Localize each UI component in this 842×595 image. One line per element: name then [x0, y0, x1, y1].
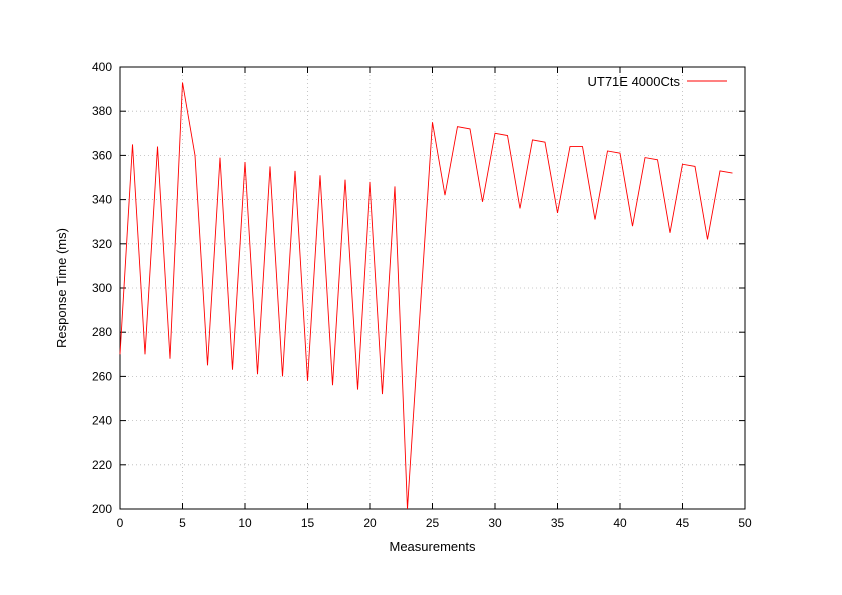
- grid: [120, 67, 745, 509]
- y-tick-label: 380: [92, 104, 112, 118]
- legend-label: UT71E 4000Cts: [588, 74, 681, 89]
- tick-labels: 0 5 10 15 20 25 30 35 40 45 50 200 220 240 260 280 300 32…: [92, 60, 752, 530]
- x-tick-label: 5: [179, 516, 186, 530]
- legend: UT71E 4000Cts: [588, 74, 727, 89]
- x-tick-label: 0: [117, 516, 124, 530]
- y-tick-label: 200: [92, 502, 112, 516]
- y-tick-label: 400: [92, 60, 112, 74]
- x-tick-label: 45: [676, 516, 690, 530]
- x-tick-label: 20: [363, 516, 377, 530]
- x-axis-label: Measurements: [390, 539, 476, 554]
- x-tick-label: 10: [238, 516, 252, 530]
- y-tick-label: 300: [92, 281, 112, 295]
- y-tick-label: 320: [92, 237, 112, 251]
- y-tick-label: 340: [92, 193, 112, 207]
- y-tick-label: 280: [92, 325, 112, 339]
- ticks: [119, 66, 746, 510]
- x-tick-label: 15: [301, 516, 315, 530]
- y-tick-label: 220: [92, 458, 112, 472]
- y-tick-label: 240: [92, 414, 112, 428]
- series-line: [119, 82, 733, 510]
- y-axis-label: Response Time (ms): [54, 228, 69, 348]
- x-tick-label: 35: [551, 516, 565, 530]
- x-tick-label: 40: [613, 516, 627, 530]
- y-tick-label: 260: [92, 369, 112, 383]
- series: [119, 82, 733, 510]
- x-tick-label: 50: [738, 516, 752, 530]
- x-tick-label: 30: [488, 516, 502, 530]
- y-tick-label: 360: [92, 148, 112, 162]
- x-tick-label: 25: [426, 516, 440, 530]
